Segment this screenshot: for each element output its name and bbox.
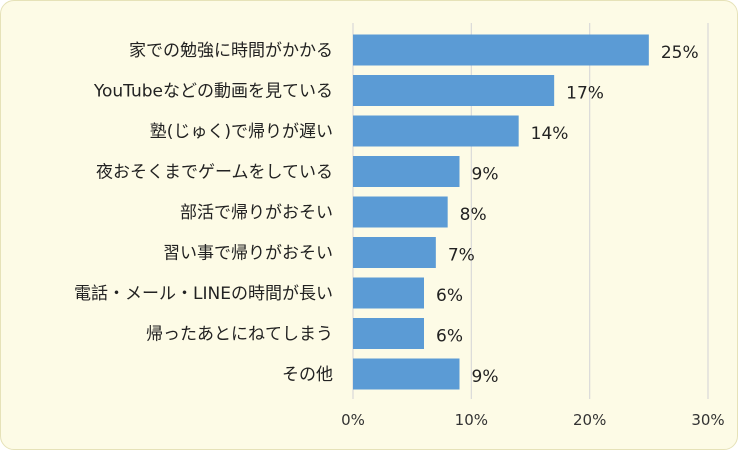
value-label: 8% — [460, 205, 487, 225]
bar — [353, 34, 649, 66]
category-label: 部活で帰りがおそい — [180, 203, 333, 223]
category-label: 塾(じゅく)で帰りが遅い — [150, 121, 333, 142]
bar — [353, 318, 424, 349]
value-label: 25% — [661, 43, 699, 63]
x-tick-label: 0% — [341, 411, 365, 429]
value-label: 9% — [472, 367, 499, 387]
value-label: 14% — [531, 124, 569, 144]
value-label: 6% — [436, 327, 463, 347]
value-label: 17% — [566, 84, 604, 104]
bar — [353, 277, 424, 309]
bar — [353, 358, 460, 390]
x-axis-ticks: 0% 10% 20% 30% — [341, 411, 725, 429]
x-tick-label: 20% — [573, 411, 606, 429]
category-label: 習い事で帰りがおそい — [163, 244, 333, 264]
bar — [353, 75, 555, 106]
category-label: 夜おそくまでゲームをしている — [96, 163, 333, 183]
labels: 家での勉強に時間がかかる 25% YouTubeなどの動画を見ている 17% 塾(じゅく… — [74, 41, 699, 387]
bar — [353, 156, 460, 187]
category-label: その他 — [282, 365, 333, 385]
bars — [353, 34, 649, 390]
category-label: 電話・メール・LINEの時間が長い — [74, 284, 333, 304]
category-label: 家での勉強に時間がかかる — [129, 41, 333, 61]
x-tick-label: 10% — [455, 411, 488, 429]
value-label: 6% — [436, 286, 463, 306]
value-label: 7% — [448, 246, 475, 266]
bar — [353, 237, 436, 268]
x-tick-label: 30% — [691, 411, 724, 429]
bar — [353, 115, 519, 147]
bar — [353, 196, 448, 228]
category-label: YouTubeなどの動画を見ている — [93, 82, 333, 102]
category-label: 帰ったあとにねてしまう — [146, 325, 333, 345]
value-label: 9% — [472, 165, 499, 185]
